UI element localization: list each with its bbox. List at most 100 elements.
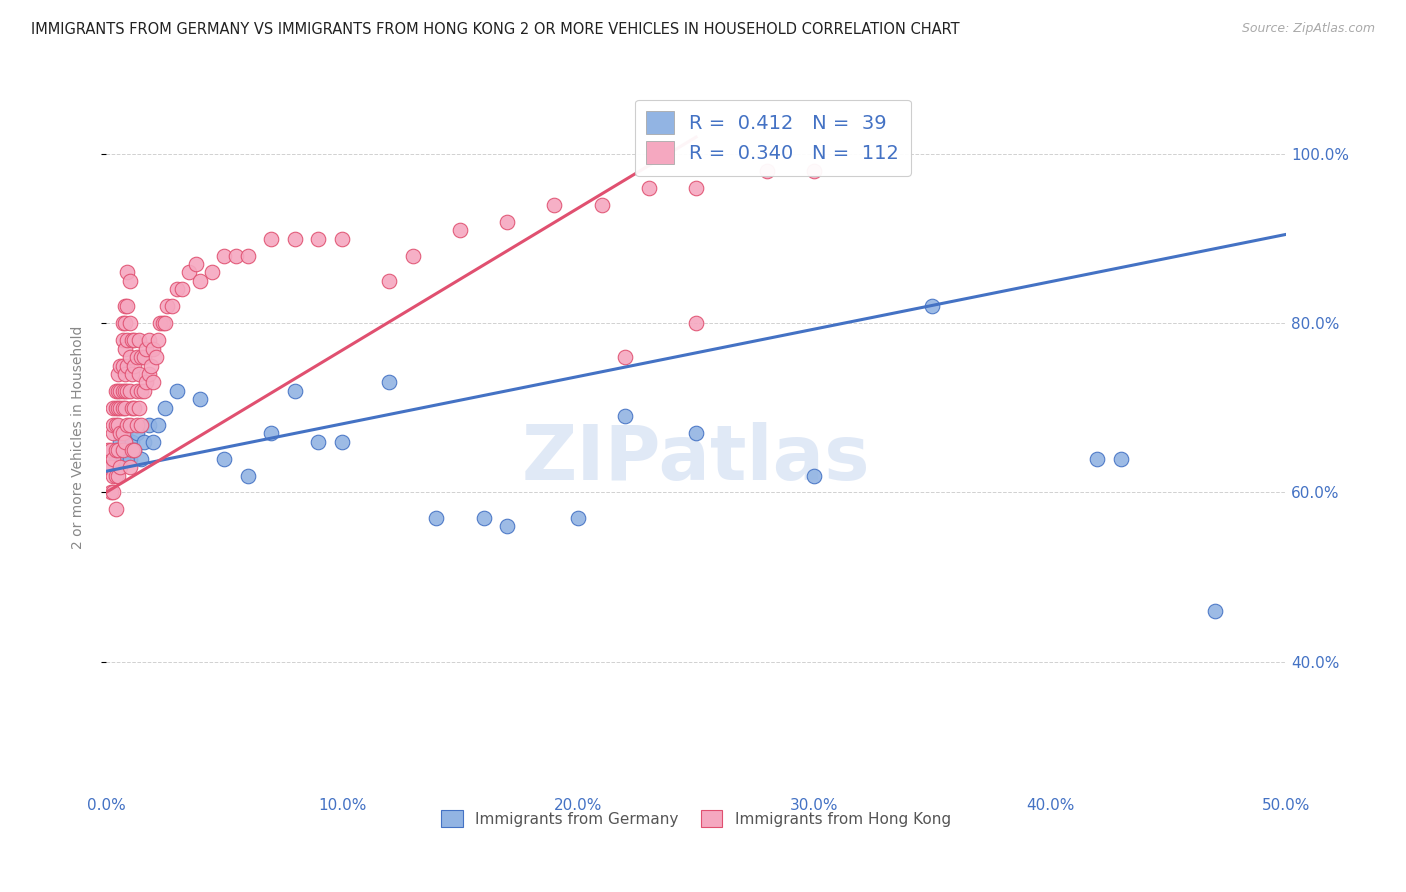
Point [135, 376, 157, 390]
Point [755, 164, 778, 178]
Point [402, 248, 425, 262]
Point [125, 417, 148, 432]
Point [135, 342, 157, 356]
Point [921, 299, 943, 313]
Point [330, 232, 353, 246]
Point [100, 485, 122, 500]
Point [118, 417, 141, 432]
Point [104, 443, 127, 458]
Point [114, 401, 136, 415]
Point [107, 367, 129, 381]
Point [139, 359, 162, 373]
Point [111, 443, 134, 458]
Point [131, 417, 153, 432]
Point [111, 359, 134, 373]
Point [125, 350, 148, 364]
Text: ZIPatlas: ZIPatlas [522, 422, 870, 496]
Point [145, 350, 167, 364]
Point [110, 384, 132, 398]
Point [685, 316, 707, 330]
Point [803, 468, 825, 483]
Point [425, 511, 447, 525]
Point [236, 248, 259, 262]
Point [307, 434, 329, 449]
Point [567, 511, 589, 525]
Text: Source: ZipAtlas.com: Source: ZipAtlas.com [1241, 22, 1375, 36]
Point [166, 384, 188, 398]
Point [803, 164, 825, 178]
Point [496, 215, 519, 229]
Point [118, 384, 141, 398]
Point [131, 350, 153, 364]
Point [111, 333, 134, 347]
Point [125, 426, 148, 441]
Point [107, 401, 129, 415]
Point [100, 443, 122, 458]
Point [101, 451, 124, 466]
Point [614, 350, 637, 364]
Point [104, 384, 127, 398]
Point [117, 359, 139, 373]
Point [152, 316, 174, 330]
Legend: Immigrants from Germany, Immigrants from Hong Kong: Immigrants from Germany, Immigrants from… [434, 804, 957, 833]
Point [614, 409, 637, 424]
Point [201, 265, 224, 279]
Point [110, 434, 132, 449]
Point [101, 426, 124, 441]
Point [121, 443, 143, 458]
Point [114, 384, 136, 398]
Point [496, 519, 519, 533]
Point [132, 350, 155, 364]
Point [1204, 604, 1226, 618]
Point [138, 367, 160, 381]
Point [149, 316, 172, 330]
Point [212, 451, 235, 466]
Point [260, 232, 283, 246]
Point [131, 451, 153, 466]
Point [101, 468, 124, 483]
Point [1085, 451, 1108, 466]
Point [1109, 451, 1132, 466]
Point [121, 367, 143, 381]
Point [166, 282, 188, 296]
Point [128, 401, 150, 415]
Point [117, 265, 139, 279]
Point [128, 367, 150, 381]
Point [124, 443, 146, 458]
Point [131, 384, 153, 398]
Point [117, 443, 139, 458]
Point [111, 384, 134, 398]
Point [117, 299, 139, 313]
Point [190, 274, 212, 288]
Point [236, 468, 259, 483]
Point [125, 384, 148, 398]
Point [118, 274, 141, 288]
Point [121, 333, 143, 347]
Point [114, 367, 136, 381]
Point [153, 401, 176, 415]
Point [637, 181, 659, 195]
Point [307, 232, 329, 246]
Point [114, 434, 136, 449]
Point [591, 198, 613, 212]
Point [104, 502, 127, 516]
Point [110, 359, 132, 373]
Point [138, 333, 160, 347]
Point [170, 282, 193, 296]
Point [260, 426, 283, 441]
Point [110, 426, 132, 441]
Point [142, 376, 165, 390]
Point [101, 417, 124, 432]
Point [107, 443, 129, 458]
Point [107, 443, 129, 458]
Point [132, 434, 155, 449]
Point [110, 401, 132, 415]
Point [177, 265, 200, 279]
Point [107, 384, 129, 398]
Point [114, 299, 136, 313]
Point [146, 417, 169, 432]
Point [190, 392, 212, 407]
Point [114, 316, 136, 330]
Point [142, 434, 165, 449]
Point [111, 426, 134, 441]
